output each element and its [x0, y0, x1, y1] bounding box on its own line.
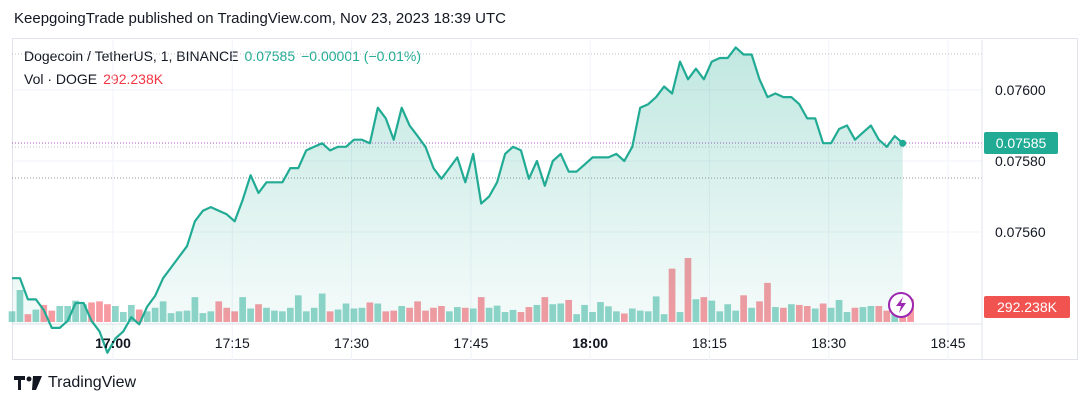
- volume-indicator-name[interactable]: Vol · DOGE: [24, 71, 98, 87]
- tradingview-logo-icon: [14, 376, 42, 390]
- chart-frame[interactable]: [12, 38, 1078, 360]
- publisher-line: KeepgoingTrade published on TradingView.…: [14, 10, 506, 27]
- tradingview-footer[interactable]: TradingView: [14, 374, 136, 392]
- volume-value: 292.238K: [103, 71, 164, 87]
- symbol-name[interactable]: Dogecoin / TetherUS, 1, BINANCE: [24, 48, 239, 64]
- symbol-legend: Dogecoin / TetherUS, 1, BINANCE 0.07585 −0…: [24, 48, 421, 64]
- price-change: −0.00001 (−0.01%): [301, 48, 421, 64]
- tradingview-brand: TradingView: [48, 374, 137, 391]
- last-price: 0.07585: [244, 48, 296, 64]
- volume-legend: Vol · DOGE 292.238K: [24, 71, 163, 87]
